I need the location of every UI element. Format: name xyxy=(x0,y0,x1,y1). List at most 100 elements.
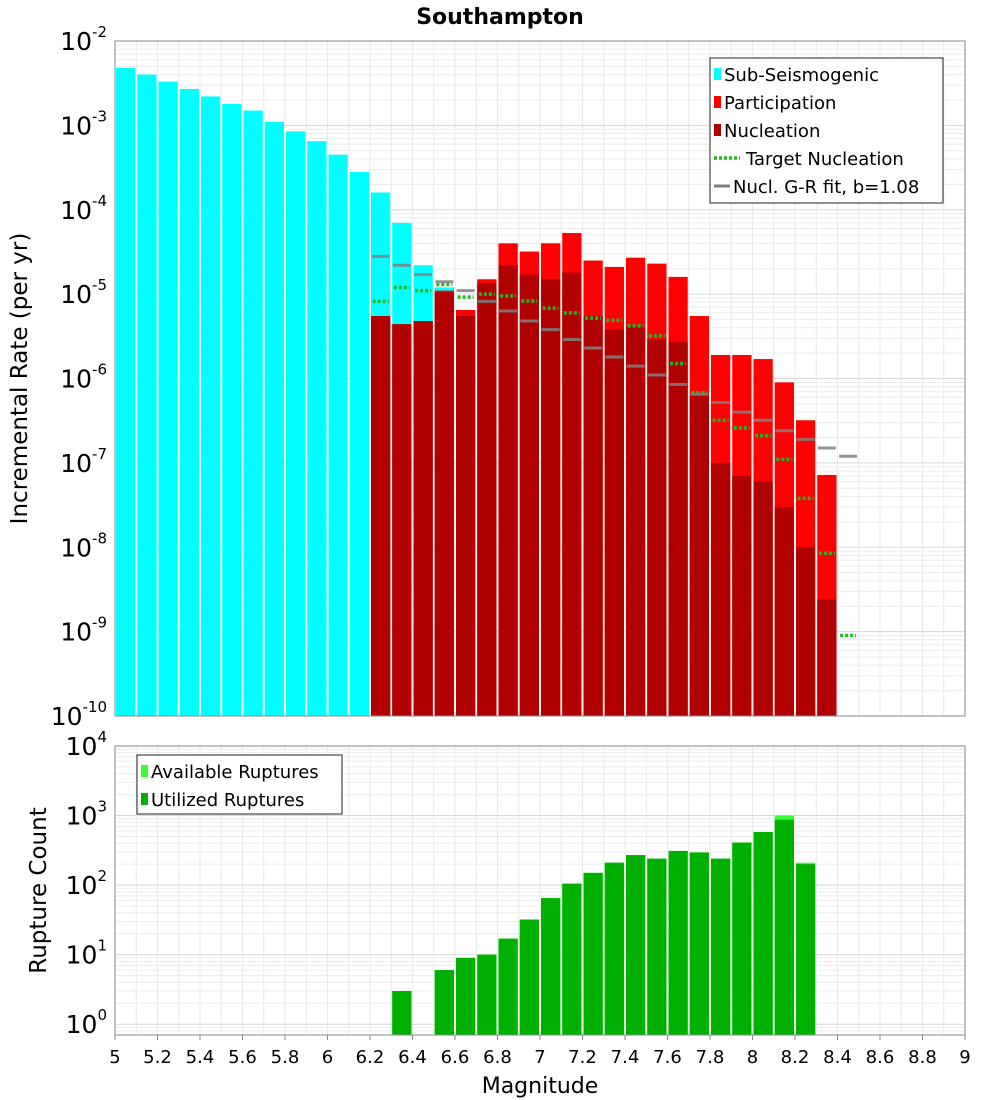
bottom-ytick-label: 103 xyxy=(66,798,107,831)
bottom-xtick-label: 7.2 xyxy=(568,1047,597,1068)
top-bar xyxy=(264,121,284,716)
top-legend-label: Target Nucleation xyxy=(745,149,904,170)
bottom-xtick-label: 8.4 xyxy=(823,1047,852,1068)
bottom-xtick-label: 6 xyxy=(322,1047,333,1068)
bottom-xtick-label: 5.4 xyxy=(186,1047,215,1068)
top-bar xyxy=(371,316,391,716)
top-ytick-exp: -5 xyxy=(92,276,107,294)
bottom-xtick-label: 9 xyxy=(959,1047,970,1068)
top-bar xyxy=(711,462,731,716)
bottom-xlabel: Magnitude xyxy=(482,1074,599,1099)
bottom-legend-label: Available Ruptures xyxy=(151,762,319,783)
top-bar xyxy=(179,88,199,716)
top-ytick-base: 10 xyxy=(60,449,92,478)
top-bar xyxy=(456,316,476,716)
bottom-ytick-base: 10 xyxy=(66,732,98,761)
top-ytick-label: 10-4 xyxy=(60,192,107,225)
top-bar xyxy=(732,475,752,716)
bottom-xtick-label: 7 xyxy=(534,1047,545,1068)
top-ytick-exp: -6 xyxy=(92,361,107,379)
top-ytick-base: 10 xyxy=(51,702,83,731)
top-legend-label: Sub-Seismogenic xyxy=(724,65,879,86)
bottom-legend-box xyxy=(136,754,343,815)
bottom-bar xyxy=(541,898,561,1035)
top-bar xyxy=(137,74,157,717)
bottom-xtick-label: 6.8 xyxy=(483,1047,512,1068)
top-ytick-label: 10-3 xyxy=(60,107,107,140)
top-ytick-base: 10 xyxy=(60,533,92,562)
top-ytick-exp: -7 xyxy=(92,445,107,463)
top-bar xyxy=(286,131,306,717)
bottom-bar xyxy=(519,919,539,1035)
bottom-bar xyxy=(711,858,731,1035)
bottom-xtick-label: 6.4 xyxy=(398,1047,427,1068)
bottom-ytick-label: 102 xyxy=(66,867,107,900)
bottom-bar xyxy=(498,938,518,1035)
bottom-ytick-exp: 4 xyxy=(97,728,107,746)
top-panel: 10-1010-910-810-710-610-510-410-310-2Inc… xyxy=(7,23,966,731)
bottom-ytick-base: 10 xyxy=(66,941,98,970)
top-ytick-exp: -10 xyxy=(83,698,108,716)
top-bar xyxy=(689,394,709,716)
chart-title: Southampton xyxy=(416,5,584,30)
bottom-series-utilized-ruptures xyxy=(392,819,816,1035)
bottom-xtick-label: 5.8 xyxy=(271,1047,300,1068)
top-legend-box xyxy=(709,57,944,204)
bottom-xtick-label: 5.2 xyxy=(143,1047,172,1068)
top-legend-swatch xyxy=(714,124,721,136)
bottom-xtick-label: 6.2 xyxy=(356,1047,385,1068)
bottom-ylabel: Rupture Count xyxy=(26,807,52,973)
bottom-xtick-label: 5.6 xyxy=(228,1047,257,1068)
top-legend-label: Participation xyxy=(724,93,836,114)
top-legend: Sub-Seismogenic Participation Nucleation Ta… xyxy=(709,57,944,204)
top-bar xyxy=(774,506,794,716)
top-ytick-label: 10-5 xyxy=(60,276,107,309)
top-bar xyxy=(158,81,178,717)
top-series-target-nucleation xyxy=(372,282,857,638)
bottom-bar xyxy=(583,872,603,1035)
top-bar xyxy=(817,599,837,716)
top-bar xyxy=(413,321,433,716)
top-bar xyxy=(392,324,412,716)
top-ytick-exp: -3 xyxy=(92,107,107,125)
bottom-bar xyxy=(562,883,582,1035)
top-ytick-label: 10-9 xyxy=(60,614,107,647)
top-legend-swatch xyxy=(714,96,721,108)
top-series-nucl-g-r-fit-b-1-08 xyxy=(371,254,858,458)
bottom-bar xyxy=(456,957,476,1035)
bottom-ytick-label: 104 xyxy=(66,728,107,761)
top-bar xyxy=(541,279,561,716)
top-bar xyxy=(349,172,369,716)
top-bar xyxy=(328,154,348,716)
bottom-xtick-label: 8 xyxy=(747,1047,758,1068)
bottom-bar xyxy=(732,842,752,1035)
bottom-grid xyxy=(114,746,966,1036)
top-bar xyxy=(647,339,667,716)
bottom-xtick-label: 7.4 xyxy=(611,1047,640,1068)
top-ytick-exp: -4 xyxy=(92,192,107,210)
bottom-xtick-label: 5 xyxy=(109,1047,120,1068)
top-ytick-exp: -8 xyxy=(92,529,107,547)
top-bar xyxy=(477,283,497,716)
bottom-legend-label: Utilized Ruptures xyxy=(151,790,304,811)
top-ytick-base: 10 xyxy=(60,196,92,225)
bottom-bar xyxy=(392,991,412,1035)
top-bar xyxy=(604,329,624,716)
bottom-ytick-label: 101 xyxy=(66,937,107,970)
bottom-xtick-label: 8.8 xyxy=(908,1047,937,1068)
top-bar xyxy=(583,316,603,716)
top-legend-swatch xyxy=(714,68,721,80)
top-ytick-base: 10 xyxy=(60,27,92,56)
top-ytick-label: 10-8 xyxy=(60,529,107,562)
bottom-xtick-label: 7.8 xyxy=(696,1047,725,1068)
bottom-ytick-exp: 1 xyxy=(97,937,107,955)
bottom-bar xyxy=(774,819,794,1035)
bottom-legend: Available Ruptures Utilized Ruptures xyxy=(136,754,343,815)
top-ytick-exp: -2 xyxy=(92,23,107,41)
top-bar xyxy=(307,141,327,717)
top-ylabel: Incremental Rate (per yr) xyxy=(7,233,33,525)
top-ytick-label: 10-10 xyxy=(51,698,107,731)
bottom-bar xyxy=(626,855,646,1035)
bottom-legend-swatch xyxy=(141,765,148,777)
